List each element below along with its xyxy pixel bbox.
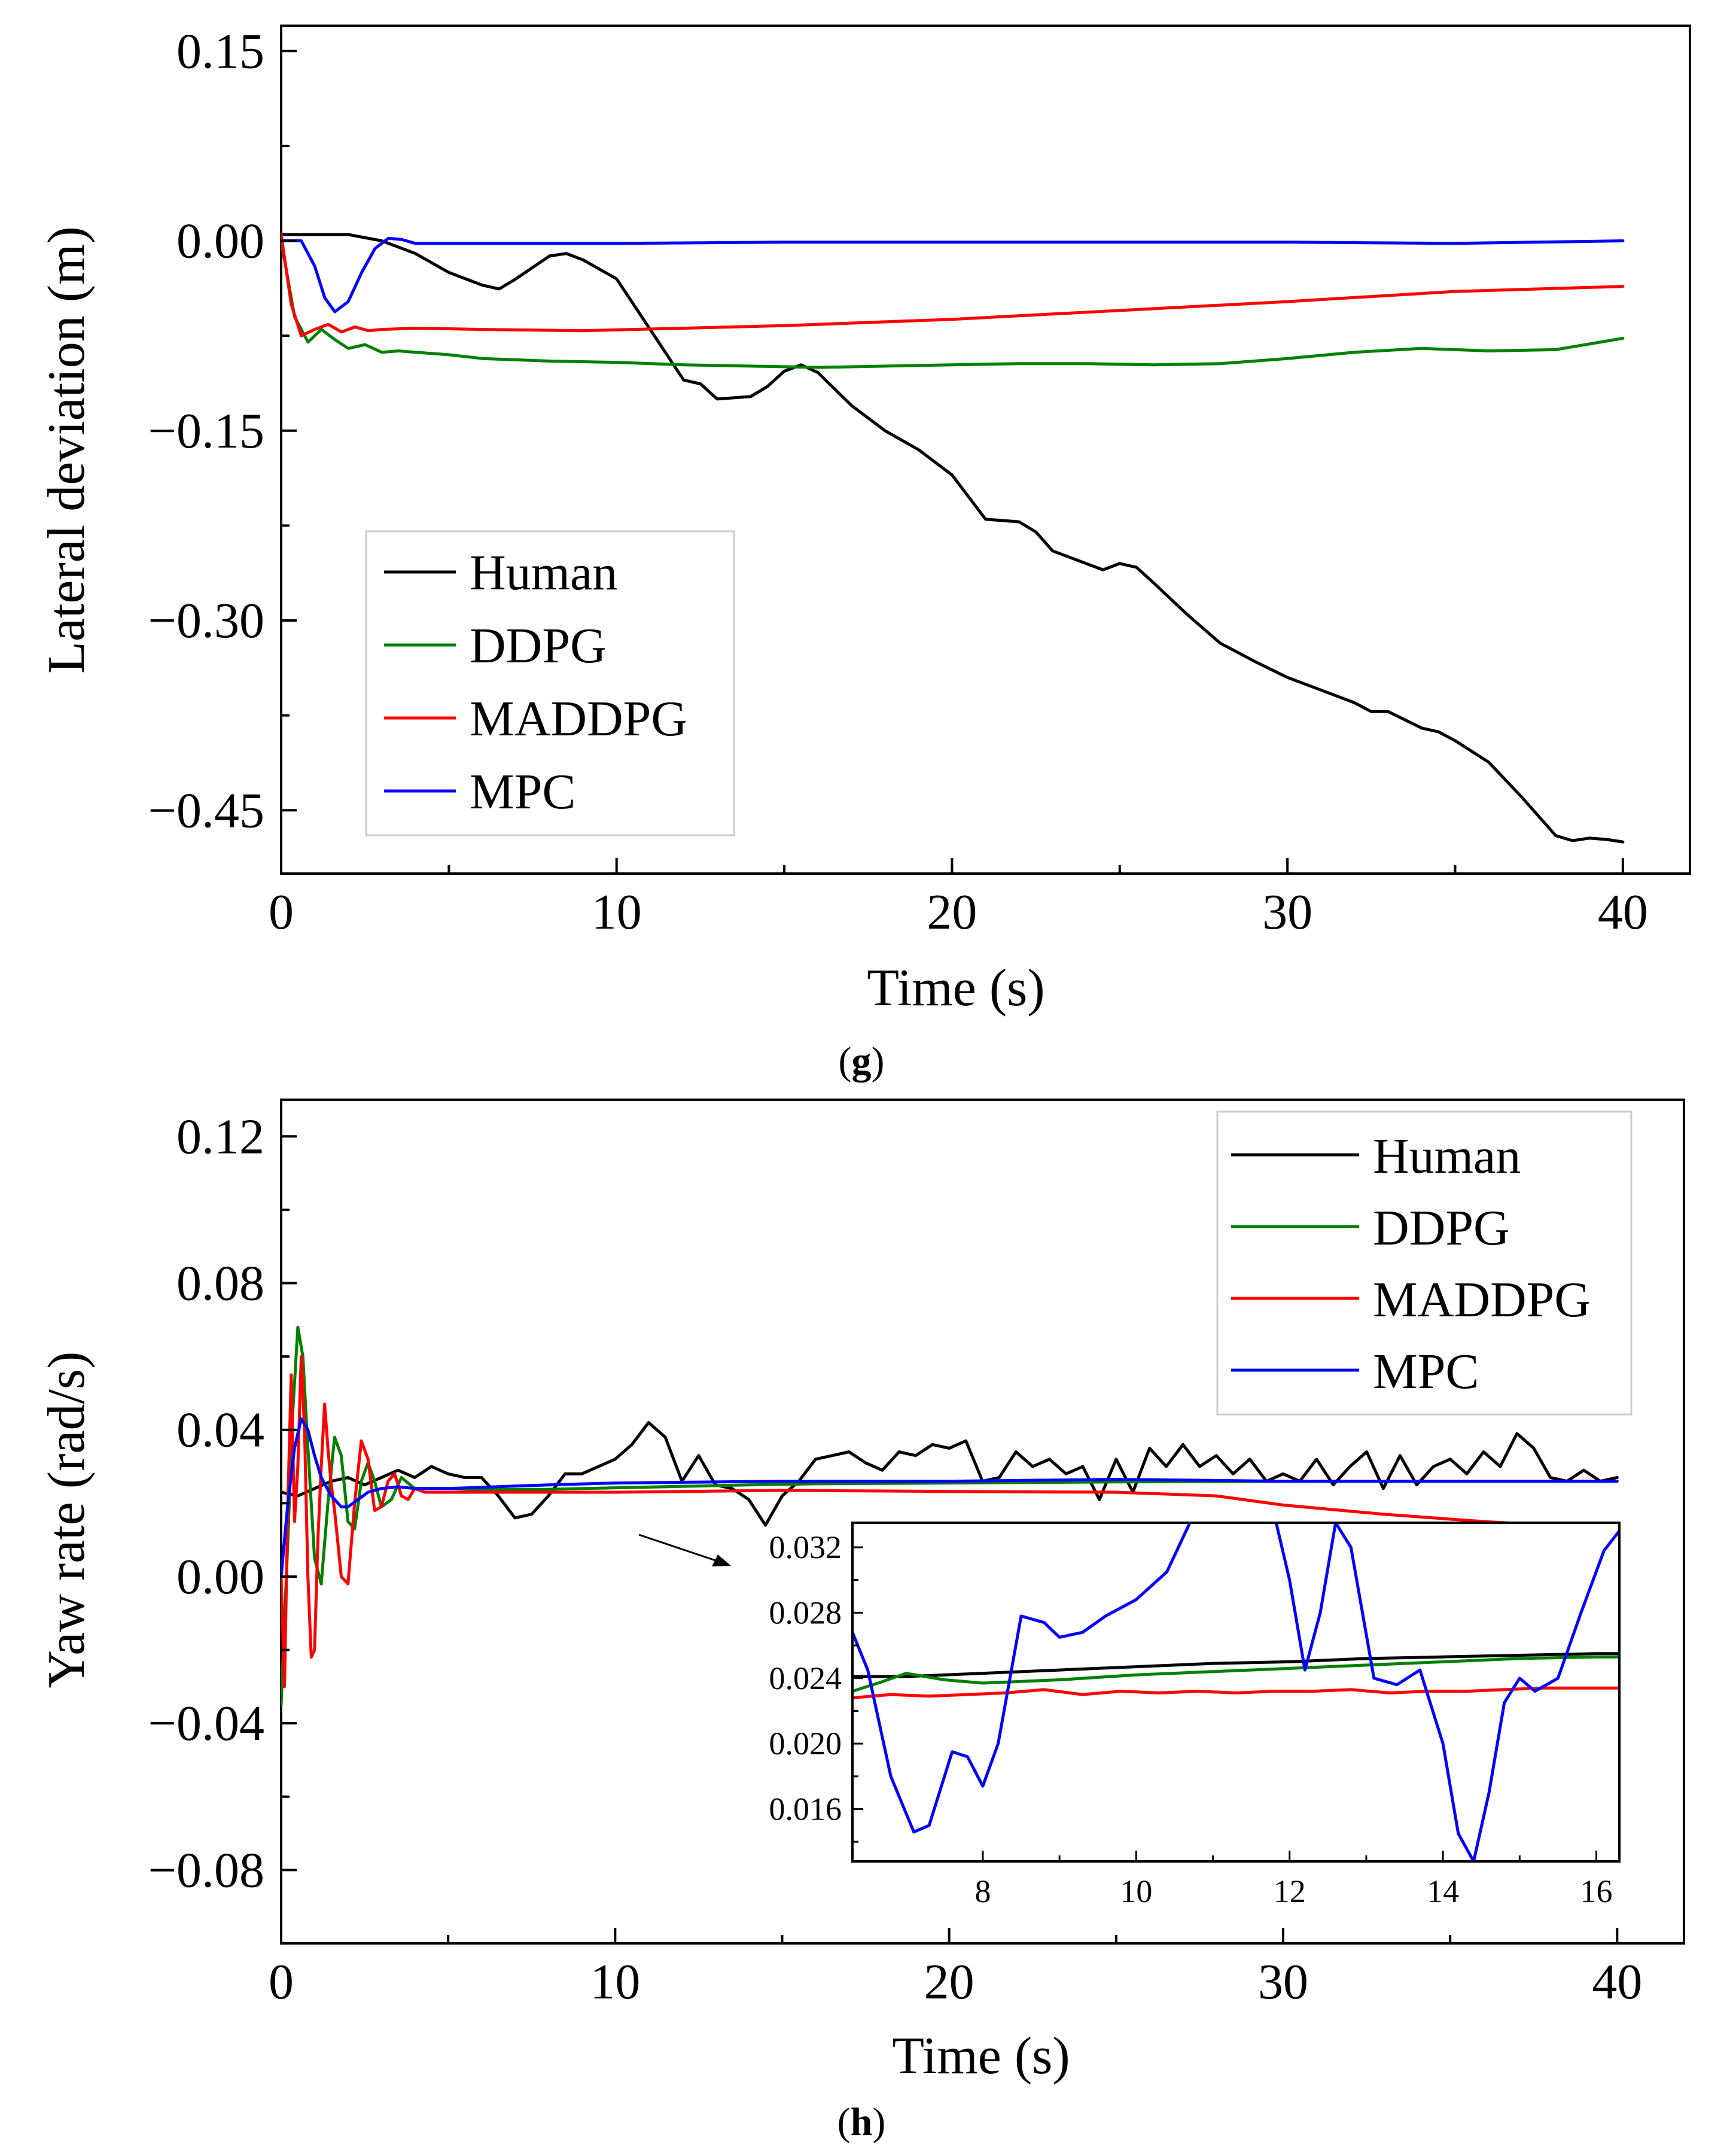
y-tick-label: −0.45	[148, 783, 264, 838]
h-plot-series	[281, 1325, 1619, 1706]
series-line-ddpg	[281, 239, 1625, 369]
legend-label-mpc: MPC	[470, 764, 575, 820]
panel-h-legend-box	[1216, 1111, 1633, 1416]
x-tick-label: 16	[1580, 1873, 1613, 1909]
x-tick-label: 20	[927, 884, 977, 940]
inset-pointer-arrow	[638, 1534, 731, 1566]
panel-g-legend-box	[365, 530, 735, 836]
panel-h-legend: Human DDPG MADDPG MPC	[1216, 1111, 1633, 1416]
panel-g-legend: Human DDPG MADDPG MPC	[365, 530, 735, 836]
y-tick-label: 0.028	[769, 1595, 842, 1630]
x-tick-label: 40	[1592, 1954, 1642, 2010]
x-tick-label: 0	[269, 1954, 294, 2010]
series-line-mpc	[281, 1417, 1619, 1578]
panel-h-yaw-rate-chart: 0 10 20 30 40 0.12 0.08 0.04 0.00 −0.04 −0.08 Tim…	[38, 1099, 1685, 2144]
panel-g-caption: (g)	[839, 1039, 885, 1083]
series-line-maddpg	[281, 233, 1625, 337]
y-tick-label: 0.00	[176, 214, 264, 269]
legend-label-ddpg: DDPG	[1373, 1200, 1510, 1256]
y-tick-label: −0.30	[148, 593, 264, 649]
y-tick-label: −0.04	[148, 1696, 264, 1751]
x-tick-label: 10	[1120, 1873, 1152, 1909]
legend-label-ddpg: DDPG	[470, 618, 607, 674]
series-line-ddpg	[852, 1655, 1619, 1693]
panel-h-y-axis: 0.12 0.08 0.04 0.00 −0.04 −0.08	[148, 1109, 297, 1898]
series-line-ddpg	[281, 1325, 1619, 1706]
panel-g-plot-area	[281, 233, 1625, 844]
series-line-maddpg	[281, 1355, 1619, 1688]
series-line-mpc	[281, 236, 1625, 314]
y-tick-label: 0.00	[176, 1549, 264, 1605]
inset-plot-series	[852, 1523, 1619, 1861]
panel-g-x-axis-title: Time (s)	[867, 959, 1044, 1017]
panel-h-zoom-inset: 8 10 12 14 16 0.032 0.028 0.024 0.020 0.016	[769, 1522, 1621, 1909]
inset-frame	[851, 1522, 1621, 1863]
x-tick-label: 12	[1274, 1873, 1306, 1909]
series-line-human	[281, 233, 1625, 844]
series-line-mpc	[852, 1523, 1619, 1861]
panel-g-lateral-deviation-chart: 0 10 20 30 40 0.15 0.00 −0.15 −0.30 −0.45 Time (…	[38, 23, 1691, 1083]
series-line-human	[281, 1421, 1619, 1527]
x-tick-label: 40	[1598, 884, 1648, 940]
panel-h-x-axis: 0 10 20 30 40	[269, 1928, 1642, 2010]
x-tick-label: 20	[924, 1954, 974, 2010]
legend-label-maddpg: MADDPG	[1373, 1272, 1591, 1328]
panel-h-plot-frame	[280, 1099, 1685, 1945]
x-tick-label: 10	[590, 1954, 640, 2010]
g-plot-series	[281, 233, 1625, 844]
legend-label-human: Human	[1373, 1128, 1521, 1184]
y-tick-label: 0.016	[769, 1791, 842, 1827]
x-tick-label: 0	[269, 884, 294, 940]
legend-label-maddpg: MADDPG	[470, 691, 687, 747]
panel-g-caption-letter: g	[852, 1039, 872, 1083]
inset-y-axis: 0.032 0.028 0.024 0.020 0.016	[769, 1529, 863, 1843]
series-line-human	[852, 1652, 1619, 1678]
x-tick-label: 10	[592, 884, 642, 940]
y-tick-label: 0.032	[769, 1529, 842, 1565]
panel-h-y-axis-title: Yaw rate (rad/s)	[38, 1352, 96, 1688]
x-tick-label: 8	[974, 1873, 991, 1909]
y-tick-label: 0.08	[176, 1256, 264, 1312]
y-tick-label: −0.08	[148, 1842, 264, 1898]
y-tick-label: −0.15	[148, 403, 264, 459]
x-tick-label: 30	[1262, 884, 1312, 940]
panel-h-caption-letter: h	[851, 2100, 873, 2144]
legend-label-human: Human	[470, 545, 617, 601]
x-tick-label: 30	[1258, 1954, 1308, 2010]
x-tick-label: 14	[1427, 1873, 1459, 1909]
panel-g-x-axis: 0 10 20 30 40	[269, 858, 1648, 940]
inset-x-axis: 8 10 12 14 16	[974, 1851, 1613, 1909]
panel-h-caption: (h)	[837, 2100, 886, 2144]
panel-g-y-axis: 0.15 0.00 −0.15 −0.30 −0.45	[148, 23, 297, 838]
panel-g-plot-frame	[280, 25, 1691, 875]
y-tick-label: 0.12	[176, 1109, 264, 1164]
y-tick-label: 0.15	[176, 23, 264, 79]
panel-h-plot-area	[281, 1325, 1619, 1706]
y-tick-label: 0.020	[769, 1726, 842, 1761]
series-line-maddpg	[852, 1686, 1619, 1700]
y-tick-label: 0.024	[769, 1660, 842, 1696]
inset-plot-area	[852, 1523, 1619, 1861]
y-tick-label: 0.04	[176, 1402, 264, 1458]
legend-label-mpc: MPC	[1373, 1344, 1479, 1399]
panel-g-y-axis-title: Lateral deviation (m)	[38, 226, 96, 674]
panel-h-x-axis-title: Time (s)	[892, 2027, 1070, 2085]
